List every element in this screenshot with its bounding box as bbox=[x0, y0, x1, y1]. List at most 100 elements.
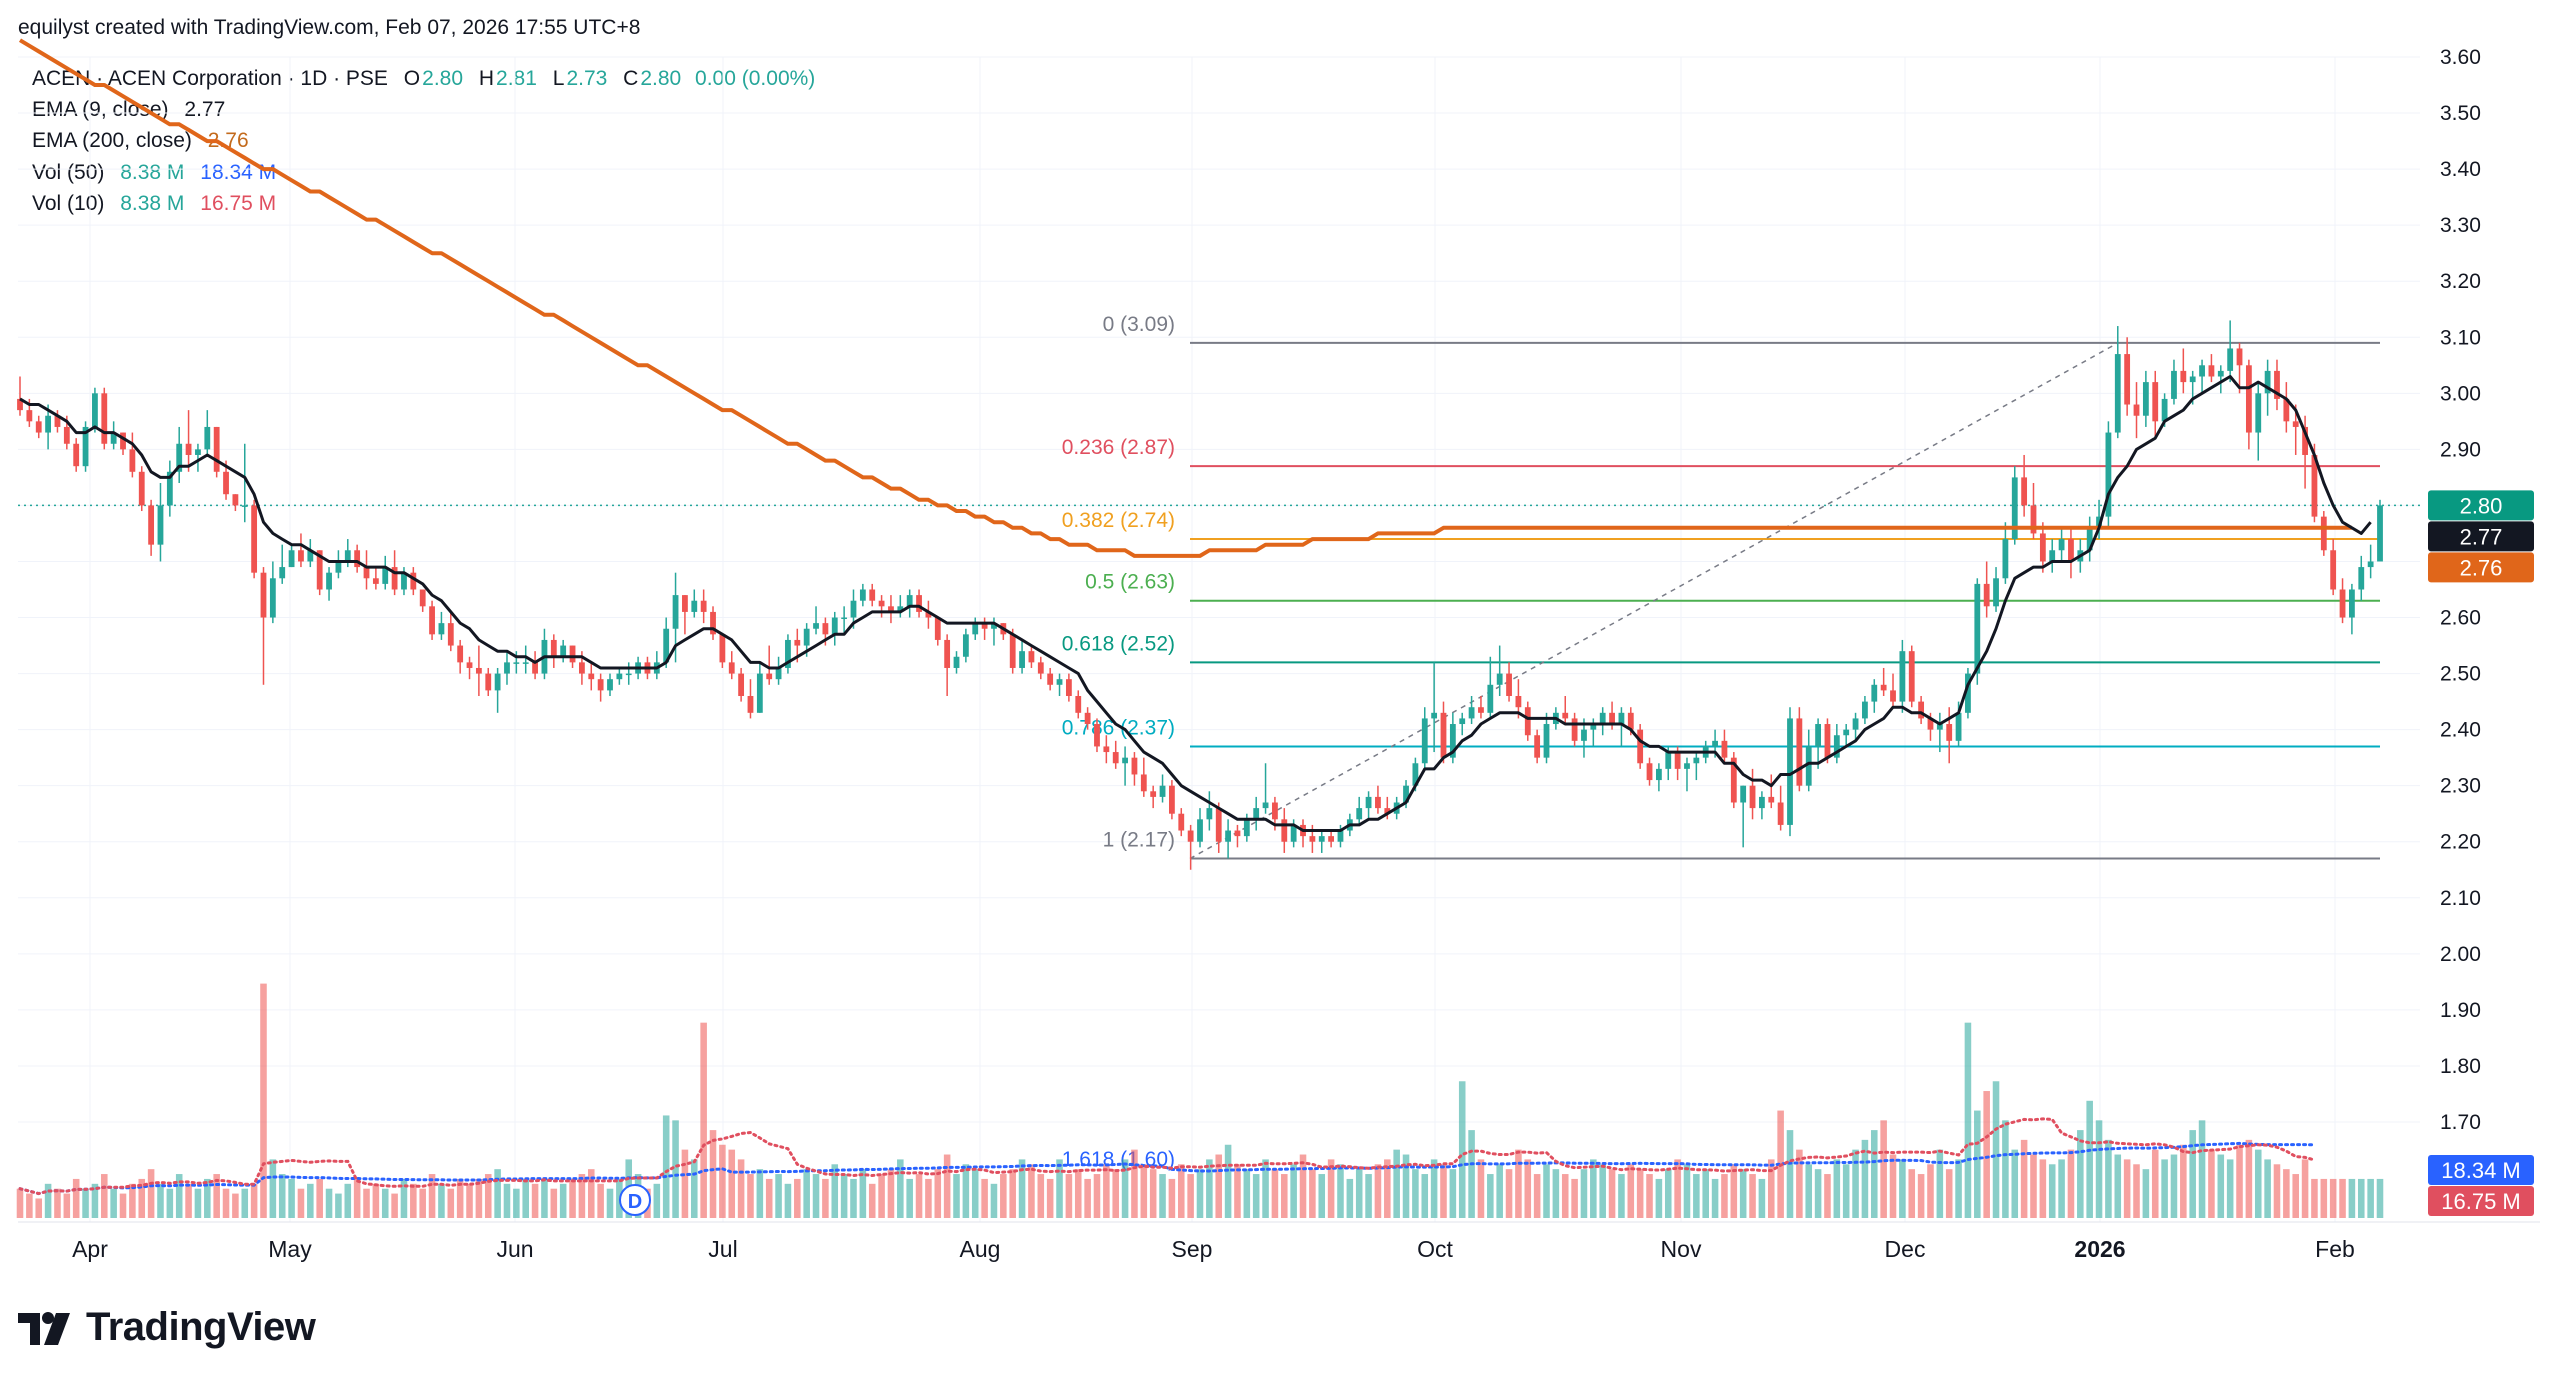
candle-body bbox=[63, 426, 70, 444]
fib-trend-line bbox=[1189, 342, 2119, 860]
volume-bar bbox=[72, 1178, 80, 1218]
candle-body bbox=[1421, 718, 1428, 764]
vol10-value-b: 16.75 M bbox=[200, 192, 277, 215]
candle-body bbox=[2180, 370, 2187, 383]
candle-body bbox=[738, 673, 745, 696]
candle-body bbox=[579, 662, 585, 674]
volume-bar bbox=[213, 1174, 220, 1218]
volume-bar bbox=[803, 1169, 810, 1218]
volume-bar bbox=[1028, 1164, 1035, 1218]
volume-bar bbox=[719, 1144, 726, 1218]
candle-body bbox=[1037, 662, 1044, 674]
candle-body bbox=[157, 505, 164, 545]
volume-bar bbox=[943, 1154, 951, 1218]
time-tick-label: May bbox=[268, 1236, 312, 1262]
time-tick-label: Apr bbox=[72, 1236, 108, 1262]
candle-body bbox=[1075, 696, 1082, 713]
candle-body bbox=[2058, 539, 2065, 551]
volume-bar bbox=[831, 1164, 839, 1218]
volume-bar bbox=[35, 1198, 43, 1218]
volume-bar bbox=[1842, 1164, 1850, 1218]
volume-bar bbox=[175, 1174, 183, 1218]
volume-bar bbox=[1552, 1169, 1560, 1218]
candle-body bbox=[1740, 785, 1747, 803]
price-tick-label: 3.40 bbox=[2440, 158, 2481, 181]
price-badge-vol50: 18.34 M bbox=[2428, 1155, 2534, 1185]
volume-bar bbox=[1543, 1164, 1550, 1218]
candle-body bbox=[1384, 808, 1391, 814]
candle-body bbox=[1449, 724, 1456, 758]
volume-bar bbox=[1945, 1169, 1953, 1218]
price-tick-label: 2.90 bbox=[2440, 438, 2481, 461]
candle-body bbox=[354, 550, 361, 568]
candle-body bbox=[1225, 830, 1231, 842]
candle-body bbox=[2086, 527, 2093, 551]
candle-body bbox=[1478, 707, 1484, 713]
volume-bar bbox=[2376, 1178, 2384, 1218]
candle-body bbox=[372, 578, 379, 584]
candle-body bbox=[1543, 724, 1550, 758]
candle-body bbox=[710, 611, 716, 635]
ema200-legend-row[interactable]: EMA (200, close) 2.76 bbox=[32, 125, 251, 156]
volume-bar bbox=[1159, 1174, 1166, 1218]
candle-body bbox=[494, 673, 501, 691]
candle-body bbox=[1665, 752, 1672, 769]
price-axis: 3.603.503.403.303.203.103.002.902.802.70… bbox=[2440, 46, 2481, 1134]
candle-body bbox=[1178, 813, 1185, 831]
volume-bar bbox=[204, 1178, 211, 1218]
volume-bar bbox=[971, 1169, 979, 1218]
vol50-label: Vol (50) bbox=[32, 161, 105, 184]
candle-body bbox=[888, 606, 894, 612]
candle-body bbox=[1908, 651, 1915, 702]
volume-bar bbox=[1018, 1159, 1026, 1218]
price-badge-label: 18.34 M bbox=[2441, 1158, 2521, 1183]
candle-body bbox=[625, 673, 632, 676]
candle-body bbox=[2292, 421, 2299, 427]
fibonacci-retracement: 0 (3.09) 0.236 (2.87) 0.382 (2.74) 0.5 (2.6… bbox=[18, 313, 2420, 1171]
volume-bar bbox=[1112, 1169, 1119, 1218]
price-badge-bg bbox=[2428, 1155, 2534, 1185]
volume-bar bbox=[1009, 1169, 1016, 1218]
volume-bar bbox=[1992, 1081, 2000, 1218]
price-badge-last: 2.80 bbox=[2428, 490, 2534, 521]
price-badge-label: 2.76 bbox=[2460, 555, 2503, 580]
volume-bar bbox=[2226, 1159, 2234, 1218]
candle-body bbox=[82, 426, 89, 467]
candle-body bbox=[1562, 712, 1569, 719]
price-tick-label: 1.80 bbox=[2440, 1055, 2481, 1078]
volume-bar bbox=[606, 1188, 614, 1218]
candle-body bbox=[972, 623, 979, 635]
candle-body bbox=[2068, 539, 2074, 562]
candle-body bbox=[223, 471, 229, 495]
candle-body bbox=[1515, 696, 1522, 708]
volume-bar bbox=[1889, 1154, 1897, 1218]
candle-body bbox=[560, 645, 567, 657]
volume-bar bbox=[147, 1169, 155, 1218]
candle-body bbox=[45, 415, 51, 433]
candle-body bbox=[1674, 752, 1681, 769]
symbol-legend-row[interactable]: ACEN · ACEN Corporation · 1D · PSE O2.80… bbox=[32, 63, 817, 94]
candle-body bbox=[1215, 808, 1222, 842]
volume-bar bbox=[794, 1178, 801, 1218]
volume-bar bbox=[2180, 1144, 2187, 1218]
volume-bar bbox=[569, 1178, 576, 1218]
volume-bar bbox=[1505, 1169, 1513, 1218]
price-tick-label: 2.30 bbox=[2440, 775, 2481, 798]
candle-body bbox=[1777, 802, 1784, 825]
vol10-legend-row[interactable]: Vol (10) 8.38 M 16.75 M bbox=[32, 188, 278, 219]
candle-body bbox=[2030, 505, 2037, 534]
vol50-legend-row[interactable]: Vol (50) 8.38 M 18.34 M bbox=[32, 157, 278, 188]
candle-body bbox=[1440, 712, 1447, 758]
volume-bar bbox=[1852, 1149, 1859, 1218]
candle-body bbox=[1094, 724, 1100, 747]
candle-body bbox=[1637, 729, 1644, 764]
dividend-marker-letter: D bbox=[628, 1191, 642, 1213]
volume-bar bbox=[26, 1193, 33, 1218]
volume-bar bbox=[1187, 1174, 1194, 1218]
volume-bar bbox=[2320, 1178, 2328, 1218]
volume-bar bbox=[260, 983, 267, 1218]
volume-bar bbox=[250, 1183, 258, 1218]
candle-body bbox=[1281, 819, 1288, 842]
candle-body bbox=[1852, 718, 1859, 730]
